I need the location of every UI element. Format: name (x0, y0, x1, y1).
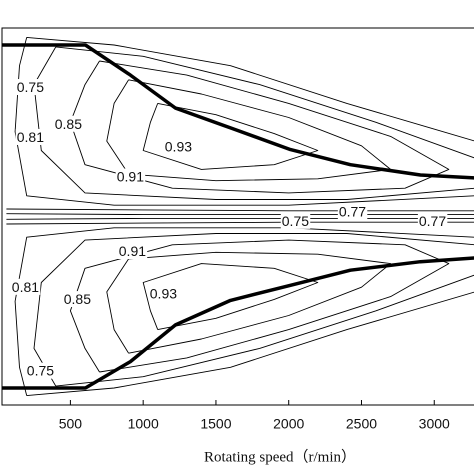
boundary-curve (2, 43, 474, 180)
contour-line (6, 217, 474, 220)
contour-label: 0.75 (27, 363, 54, 379)
contour-line (142, 263, 319, 331)
contour-label-bg (15, 128, 46, 145)
contour-label-bg (148, 285, 179, 302)
contour-label: 0.81 (17, 129, 44, 145)
contour-line (106, 79, 392, 182)
contour-label: 0.93 (150, 285, 177, 301)
x-tick-label: 3000 (419, 416, 450, 432)
contour-label-bg (115, 168, 146, 185)
x-tick-label: 1000 (128, 416, 159, 432)
contour-label: 0.75 (282, 213, 309, 229)
x-tick-label: 500 (59, 416, 83, 432)
contour-label-bg (10, 278, 41, 295)
contour-label-bg (53, 115, 84, 132)
contour-label-bg (25, 362, 56, 379)
contour-label-bg (280, 212, 311, 229)
contour-label-bg (163, 138, 194, 155)
contour-label: 0.81 (12, 279, 39, 295)
x-tick-label: 1500 (200, 416, 231, 432)
contour-label-bg (15, 79, 46, 96)
plot-frame (1, 27, 474, 406)
contour-line (69, 239, 450, 373)
contour-label: 0.75 (17, 79, 44, 95)
contour-label: 0.77 (419, 213, 446, 229)
contour-label-bg (417, 212, 448, 229)
contour-label-bg (62, 291, 93, 308)
x-axis-label: Rotating speed（r/min） (204, 448, 356, 465)
contour-line (14, 36, 474, 206)
contour-line (6, 221, 474, 225)
contour-line (6, 208, 474, 212)
contour-label: 0.93 (165, 138, 192, 154)
contour-label: 0.85 (64, 291, 91, 307)
boundary-curve (2, 256, 474, 390)
contour-line (6, 213, 474, 216)
x-tick-label: 2500 (346, 416, 377, 432)
contour-line (14, 227, 474, 397)
contour-label: 0.91 (117, 169, 144, 185)
contour-line (33, 233, 474, 387)
x-tick-label: 2000 (273, 416, 304, 432)
contour-label: 0.77 (339, 203, 366, 219)
contour-label-bg (337, 203, 368, 220)
contour-label-bg (117, 243, 148, 260)
contour-label: 0.85 (55, 116, 82, 132)
contour-line (106, 251, 392, 354)
contour-line (33, 46, 474, 200)
contour-label: 0.91 (119, 243, 146, 259)
contour-line (142, 102, 319, 170)
